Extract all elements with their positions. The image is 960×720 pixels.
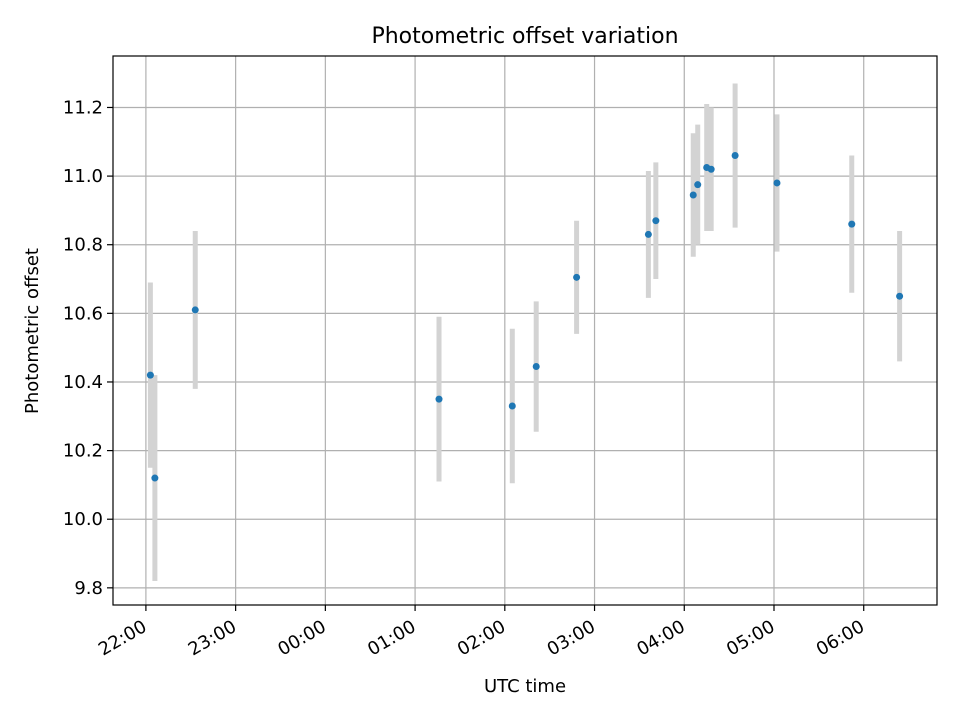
data-point [191,306,199,314]
data-point [435,395,443,403]
x-axis-label: UTC time [484,676,566,697]
data-point [146,371,154,379]
y-tick-label: 10.8 [63,235,103,256]
data-point [652,217,660,225]
grid-lines [113,56,937,605]
data-point [508,402,516,410]
y-tick-label: 9.8 [74,578,103,599]
y-axis-ticks: 9.8 10.0 10.2 10.4 10.6 10.8 11.0 11.2 [63,97,113,599]
data-point [707,165,715,173]
y-axis-label: Photometric offset [22,248,43,414]
y-tick-label: 10.6 [63,303,103,324]
y-tick-label: 10.0 [63,509,103,530]
y-tick-label: 10.4 [63,372,103,393]
data-point [773,179,781,187]
y-tick-label: 11.2 [63,97,103,118]
data-point [694,181,702,189]
data-point [151,474,159,482]
data-point [689,191,697,199]
data-point [731,152,739,160]
y-tick-label: 11.0 [63,166,103,187]
data-points [146,152,904,482]
plot-frame [112,55,938,606]
data-point [896,292,904,300]
data-point [532,363,540,371]
y-tick-label: 10.2 [63,441,103,462]
data-point [644,230,652,238]
data-point [573,273,581,281]
data-point [848,220,856,228]
chart-title: Photometric offset variation [371,24,678,49]
